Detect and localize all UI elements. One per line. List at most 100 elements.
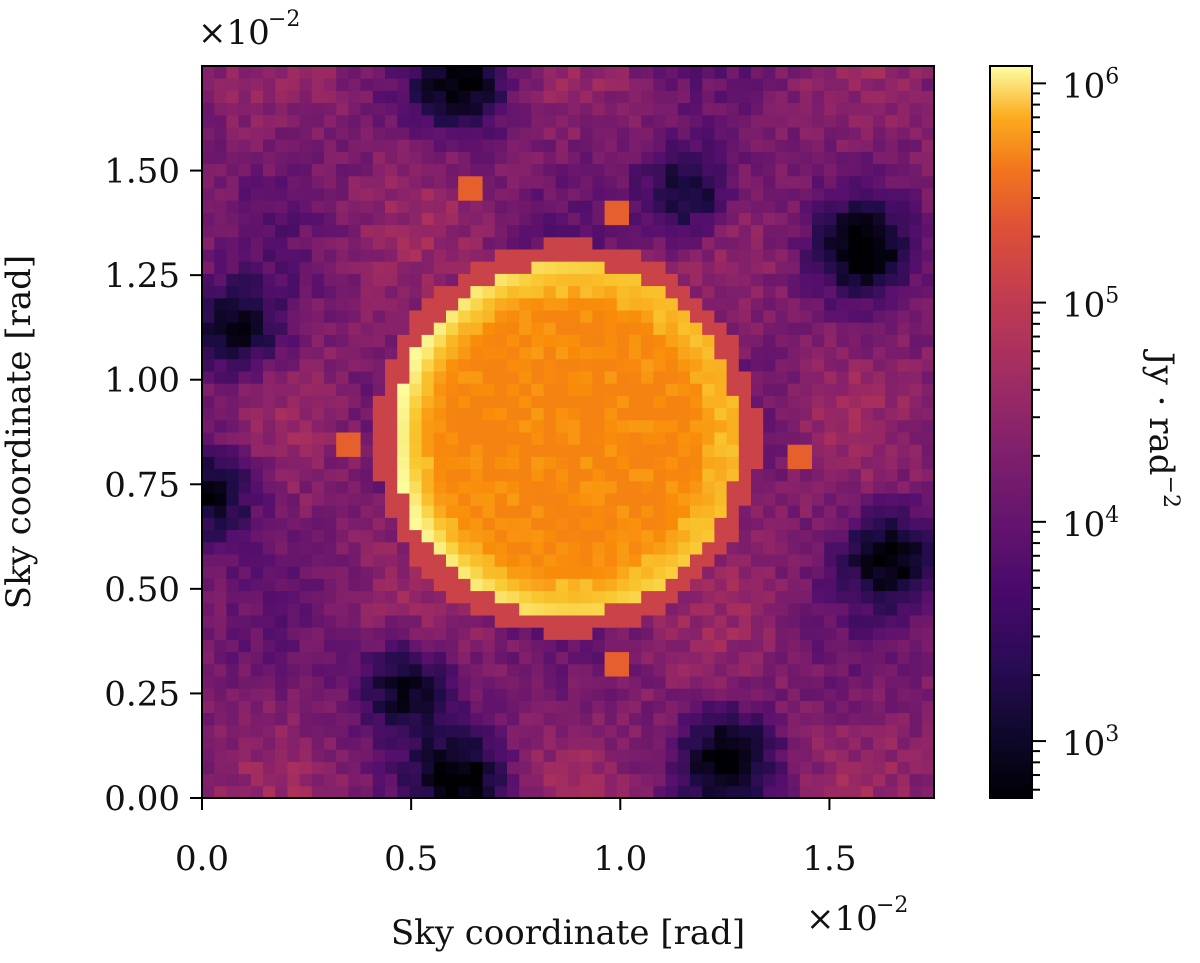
heatmap-cell — [446, 493, 459, 506]
heatmap-cell — [507, 358, 520, 372]
heatmap-cell — [446, 224, 459, 238]
heatmap-cell — [580, 127, 593, 140]
heatmap-cell — [494, 102, 508, 116]
heatmap-cell — [324, 114, 337, 128]
heatmap-cell — [860, 432, 874, 445]
heatmap-cell — [604, 773, 618, 787]
heatmap-cell — [555, 78, 569, 91]
heatmap-cell — [897, 395, 911, 409]
heatmap-cell — [519, 554, 532, 567]
heatmap-cell — [433, 663, 447, 677]
heatmap-cell — [909, 663, 923, 677]
heatmap-cell — [897, 785, 911, 799]
heatmap-cell — [848, 310, 862, 323]
heatmap-cell — [677, 468, 691, 482]
heatmap-cell — [641, 432, 654, 445]
heatmap-cell — [677, 737, 691, 750]
heatmap-cell — [763, 78, 776, 91]
heatmap-cell — [336, 163, 349, 177]
heatmap-cell — [592, 444, 606, 457]
heatmap-cell — [714, 493, 728, 506]
heatmap-cell — [714, 334, 728, 348]
heatmap-cell — [653, 383, 667, 396]
heatmap-cell — [665, 334, 679, 348]
heatmap-cell — [921, 651, 935, 665]
heatmap-cell — [275, 651, 288, 665]
heatmap-cell — [616, 505, 630, 518]
heatmap-cell — [287, 529, 301, 543]
heatmap-cell — [665, 724, 679, 738]
heatmap-cell — [568, 688, 581, 701]
heatmap-cell — [909, 346, 923, 360]
heatmap-cell — [226, 188, 240, 201]
heatmap-cell — [604, 139, 618, 152]
heatmap-cell — [738, 407, 752, 421]
heatmap-cell — [226, 200, 240, 213]
heatmap-cell — [885, 371, 898, 384]
heatmap-cell — [409, 163, 423, 177]
heatmap-cell — [458, 688, 471, 701]
heatmap-cell — [714, 127, 728, 140]
heatmap-cell — [604, 310, 618, 323]
heatmap-cell — [238, 663, 252, 677]
heatmap-cell — [360, 78, 374, 91]
heatmap-cell — [250, 334, 264, 348]
heatmap-cell — [214, 236, 227, 250]
heatmap-cell — [726, 480, 740, 494]
heatmap-cell — [909, 639, 923, 653]
heatmap-cell — [519, 541, 532, 555]
heatmap-cell — [677, 639, 691, 653]
heatmap-cell — [348, 261, 362, 274]
heatmap-cell — [507, 517, 520, 531]
heatmap-cell — [385, 334, 398, 348]
heatmap-cell — [299, 200, 313, 213]
heatmap-cell — [507, 615, 520, 628]
heatmap-cell — [702, 615, 715, 628]
heatmap-cell — [580, 700, 593, 714]
heatmap-cell — [433, 285, 447, 299]
heatmap-cell — [202, 615, 215, 628]
heatmap-cell — [738, 651, 752, 665]
heatmap-cell — [763, 346, 776, 360]
heatmap-cell — [470, 383, 484, 396]
heatmap-cell — [275, 688, 288, 701]
heatmap-cell — [299, 90, 313, 104]
heatmap-cell — [568, 700, 581, 714]
heatmap-cell — [214, 554, 227, 567]
heatmap-cell — [909, 700, 923, 714]
heatmap-cell — [580, 66, 593, 79]
heatmap-cell — [592, 297, 606, 311]
heatmap-cell — [568, 224, 581, 238]
heatmap-cell — [433, 297, 447, 311]
heatmap-cell — [263, 554, 276, 567]
heatmap-cell — [812, 541, 825, 555]
heatmap-cell — [775, 346, 789, 360]
heatmap-cell — [531, 456, 545, 470]
heatmap-cell — [653, 297, 667, 311]
heatmap-cell — [897, 773, 911, 787]
heatmap-cell — [421, 480, 435, 494]
heatmap-cell — [531, 676, 545, 689]
heatmap-cell — [641, 761, 654, 775]
heatmap-cell — [580, 285, 593, 299]
heatmap-cell — [787, 590, 801, 604]
heatmap-cell — [616, 273, 630, 287]
heatmap-cell — [397, 712, 410, 726]
heatmap-cell — [860, 224, 874, 238]
heatmap-cell — [409, 676, 423, 689]
heatmap-cell — [616, 749, 630, 762]
heatmap-cell — [848, 419, 862, 433]
heatmap-cell — [580, 651, 593, 665]
heatmap-cell — [311, 407, 325, 421]
heatmap-cell — [836, 151, 850, 165]
heatmap-cell — [336, 700, 349, 714]
heatmap-cell — [604, 236, 618, 250]
heatmap-cell — [324, 724, 337, 738]
heatmap-cell — [641, 371, 654, 384]
heatmap-cell — [799, 395, 813, 409]
heatmap-cell — [824, 761, 837, 775]
heatmap-cell — [604, 676, 618, 689]
heatmap-cell — [909, 615, 923, 628]
heatmap-cell — [812, 761, 825, 775]
heatmap-cell — [641, 639, 654, 653]
